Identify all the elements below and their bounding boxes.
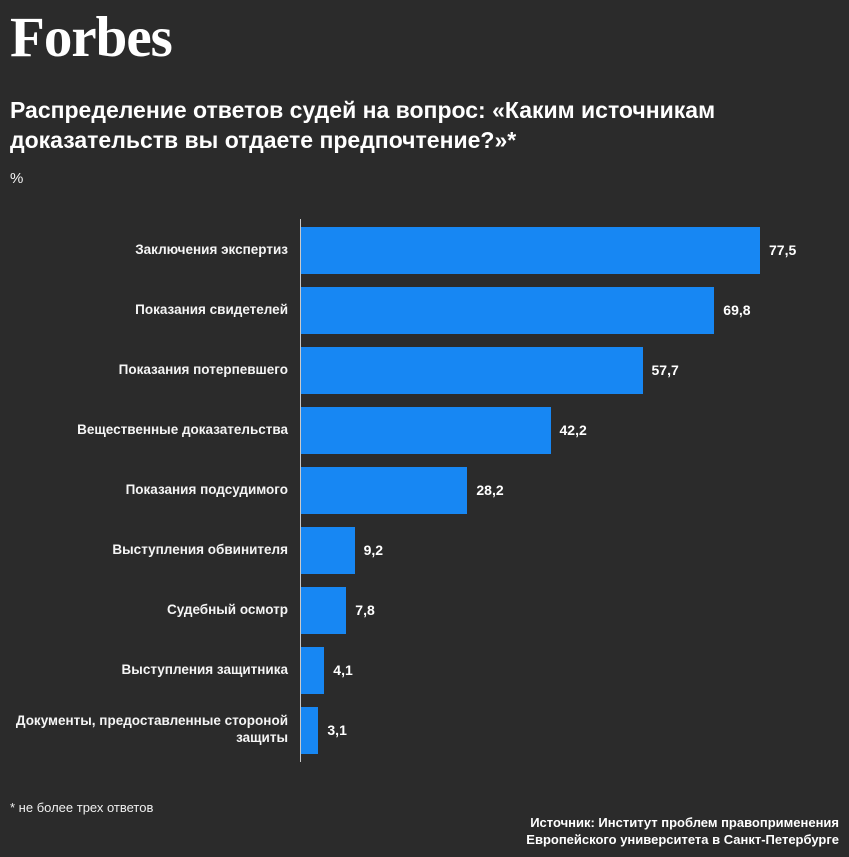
- bar-row: Выступления защитника 4,1: [10, 646, 839, 694]
- bar-row: Документы, предоставленные стороной защи…: [10, 706, 839, 754]
- footnote: * не более трех ответов: [10, 800, 154, 815]
- bar-area: 9,2: [300, 526, 839, 574]
- unit-label: %: [10, 169, 24, 187]
- source-credit: Источник: Институт проблем правоприменен…: [526, 814, 839, 849]
- category-label: Судебный осмотр: [166, 601, 288, 617]
- bar-row: Судебный осмотр 7,8: [10, 586, 839, 634]
- bar-area: 57,7: [300, 346, 839, 394]
- forbes-logo: Forbes: [10, 6, 173, 69]
- value-label: 7,8: [355, 602, 375, 619]
- category-label: Показания подсудимого: [125, 481, 288, 497]
- bar: [300, 286, 715, 334]
- source-line-2: Европейского университета в Санкт-Петерб…: [526, 832, 839, 848]
- bar: [300, 706, 319, 754]
- bar-area: 42,2: [300, 406, 839, 454]
- bar-row: Показания подсудимого 28,2: [10, 466, 839, 514]
- bar-area: 7,8: [300, 586, 839, 634]
- value-label: 77,5: [769, 242, 797, 259]
- category-label: Выступления защитника: [121, 661, 288, 677]
- value-label: 69,8: [723, 302, 751, 319]
- bar: [300, 406, 551, 454]
- bar-area: 3,1: [300, 706, 839, 754]
- category-label: Документы, предоставленные стороной защи…: [15, 713, 288, 746]
- category-label: Показания потерпевшего: [118, 361, 288, 377]
- bar: [300, 586, 347, 634]
- category-label: Показания свидетелей: [135, 301, 288, 317]
- bar-row: Вещественные доказательства 42,2: [10, 406, 839, 454]
- category-label: Вещественные доказательства: [77, 421, 288, 437]
- chart-title: Распределение ответов судей на вопрос: «…: [10, 96, 716, 154]
- source-line-1: Источник: Институт проблем правоприменен…: [530, 814, 839, 830]
- value-label: 4,1: [333, 662, 353, 679]
- bar-area: 77,5: [300, 226, 839, 274]
- value-label: 3,1: [327, 722, 347, 739]
- bar-row: Заключения экспертиз 77,5: [10, 226, 839, 274]
- bar-area: 28,2: [300, 466, 839, 514]
- bar: [300, 526, 355, 574]
- category-label: Выступления обвинителя: [112, 541, 288, 557]
- category-label: Заключения экспертиз: [135, 241, 288, 257]
- bar-chart: Заключения экспертиз 77,5 Показания свидет…: [10, 218, 839, 762]
- bar-row: Показания свидетелей 69,8: [10, 286, 839, 334]
- value-label: 28,2: [476, 482, 504, 499]
- bar: [300, 226, 760, 274]
- bar: [300, 346, 643, 394]
- bar: [300, 646, 325, 694]
- value-label: 57,7: [651, 362, 679, 379]
- value-label: 42,2: [559, 422, 587, 439]
- bar-row: Выступления обвинителя 9,2: [10, 526, 839, 574]
- bar: [300, 466, 468, 514]
- chart-rows: Заключения экспертиз 77,5 Показания свидет…: [10, 226, 839, 754]
- bar-row: Показания потерпевшего 57,7: [10, 346, 839, 394]
- bar-area: 69,8: [300, 286, 839, 334]
- value-label: 9,2: [363, 542, 384, 559]
- bar-area: 4,1: [300, 646, 839, 694]
